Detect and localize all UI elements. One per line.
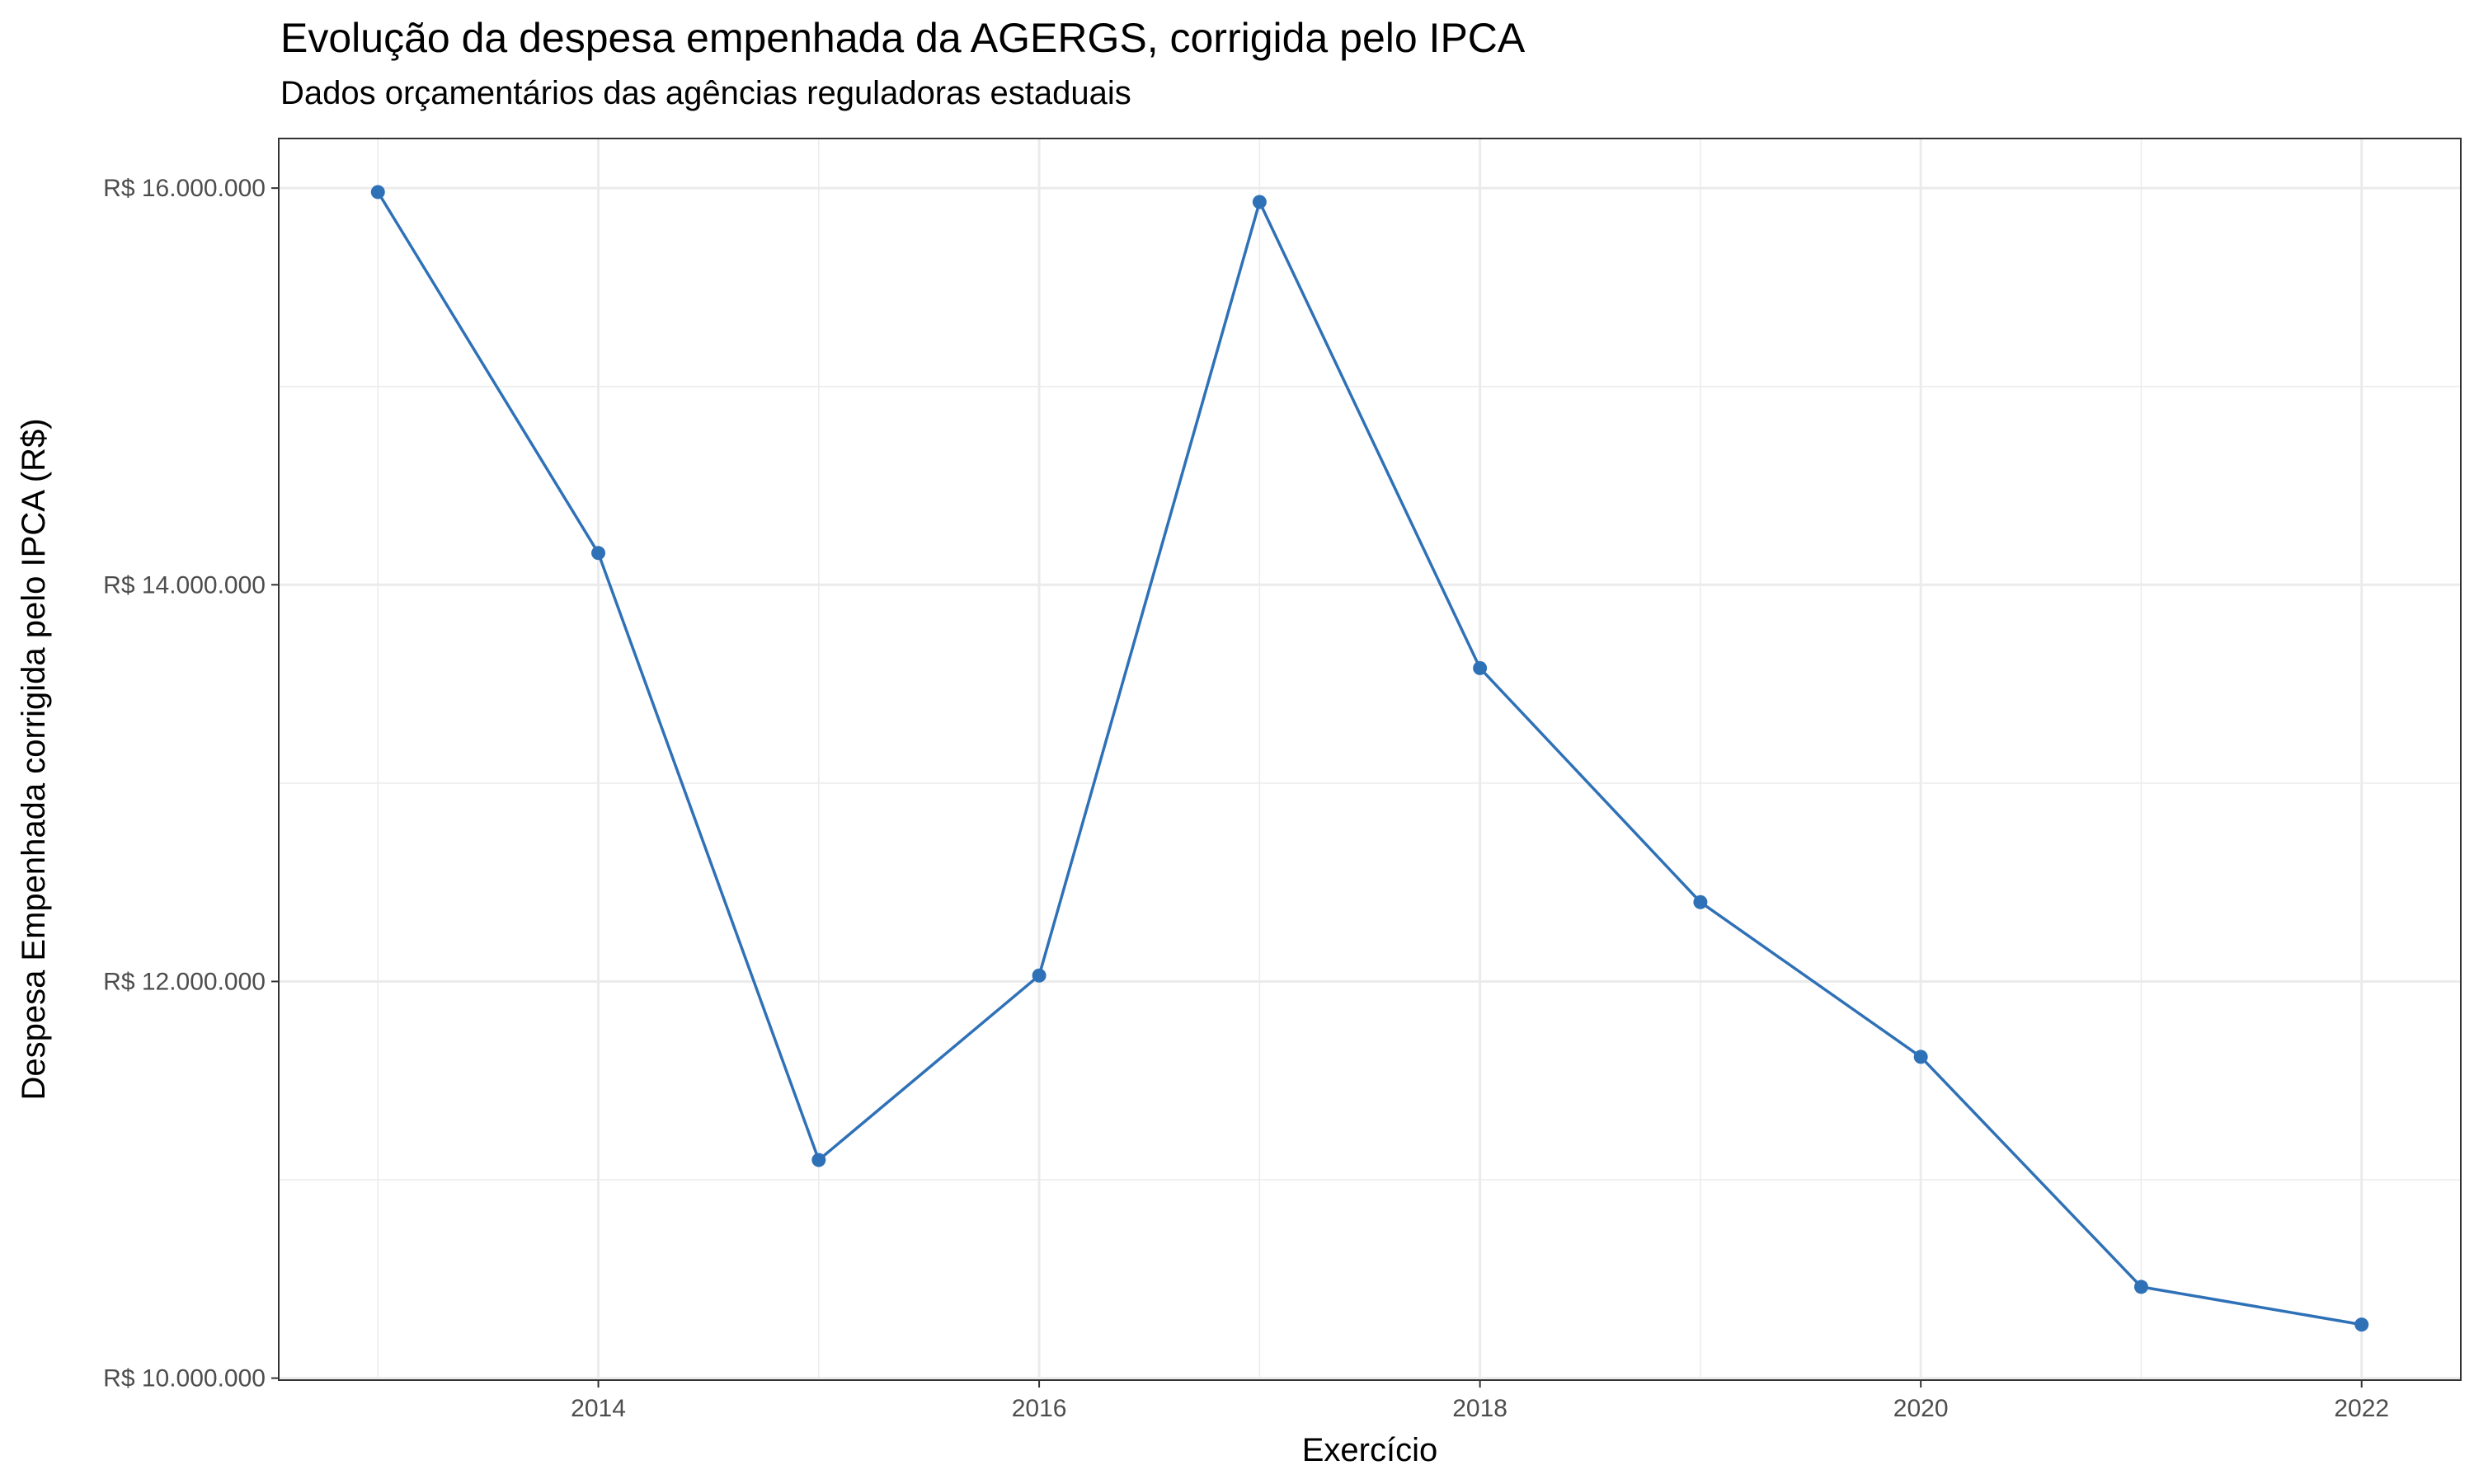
chart-title: Evolução da despesa empenhada da AGERGS,… [280,15,1526,61]
x-tick-label: 2022 [2334,1395,2389,1422]
data-point-2015 [811,1153,826,1167]
series-layer [370,185,2369,1332]
data-point-2016 [1032,968,1047,983]
y-axis-title: Despesa Empenhada corrigida pelo IPCA (R… [16,418,52,1100]
x-axis-title: Exercício [1302,1432,1438,1468]
y-tick-label: R$ 10.000.000 [103,1365,266,1392]
data-point-2013 [370,185,385,200]
data-point-2019 [1693,895,1708,909]
x-tick-label: 2020 [1893,1395,1949,1422]
minor-gridlines [279,139,2461,1380]
data-point-2018 [1473,660,1488,675]
y-tick-label: R$ 16.000.000 [103,175,266,202]
major-gridlines [279,139,2461,1380]
y-tick-label: R$ 14.000.000 [103,571,266,599]
x-tick-label: 2014 [571,1395,626,1422]
x-axis: 2014 2016 2018 2020 2022 [571,1380,2389,1422]
data-point-2014 [591,546,606,561]
data-point-2022 [2354,1317,2369,1332]
series-line [376,191,2362,1327]
panel-border [278,138,2462,1381]
y-axis: R$ 10.000.000 R$ 12.000.000 R$ 14.000.000 R… [103,175,279,1392]
data-point-2017 [1252,195,1267,209]
data-point-2021 [2133,1280,2148,1294]
x-tick-label: 2018 [1452,1395,1507,1422]
y-tick-label: R$ 12.000.000 [103,968,266,995]
x-tick-label: 2016 [1012,1395,1067,1422]
data-point-2020 [1913,1050,1928,1064]
chart-subtitle: Dados orçamentários das agências regulad… [280,75,1131,111]
